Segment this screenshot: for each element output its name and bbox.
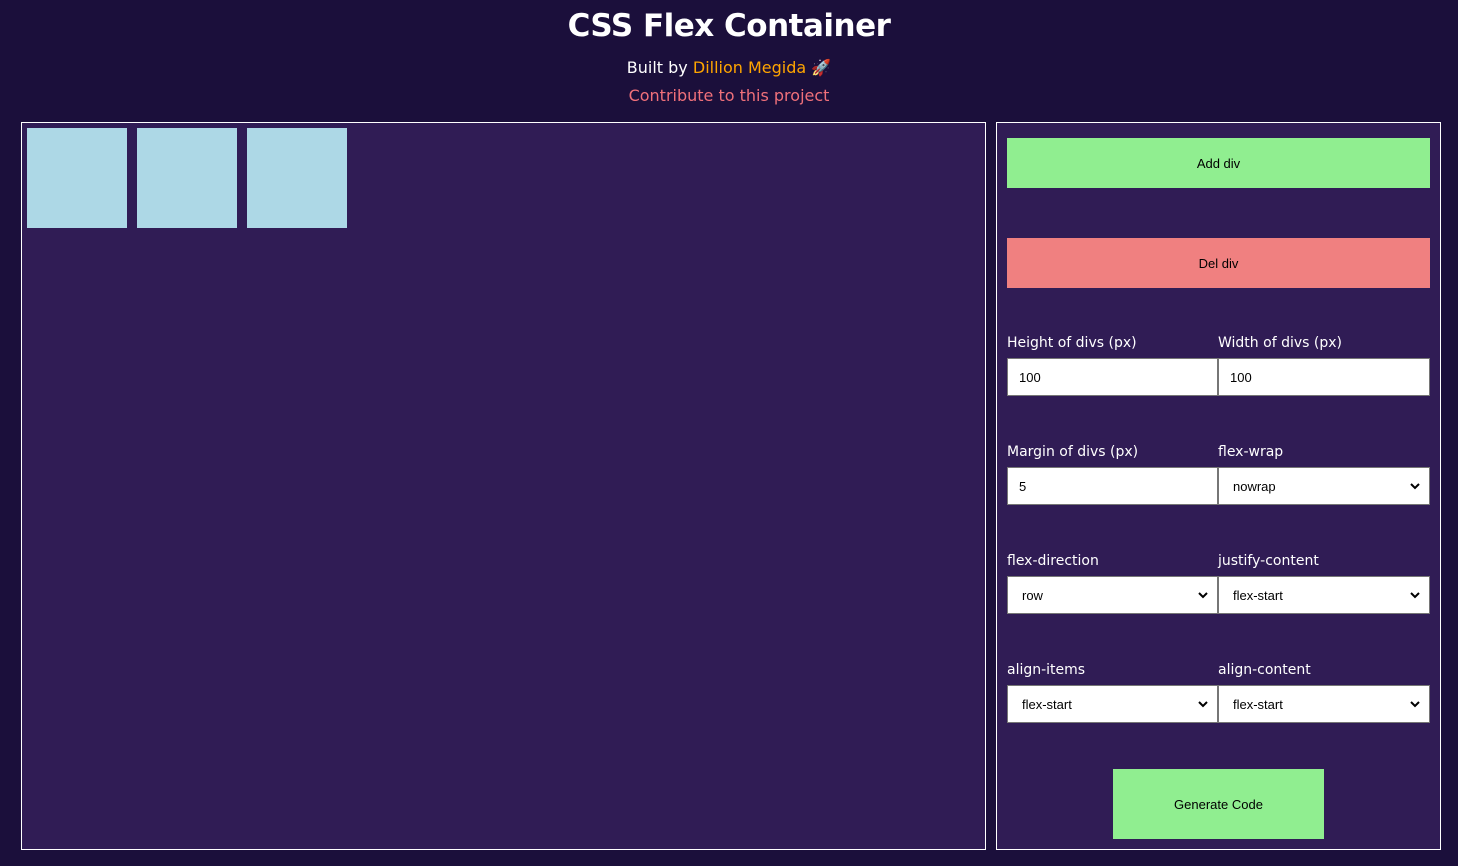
flex-direction-label: flex-direction [1007,553,1099,569]
height-value: 100 [1019,369,1041,385]
flex-direction-value: row [1022,587,1043,603]
width-label: Width of divs (px) [1218,335,1342,351]
chevron-down-icon [1410,701,1420,708]
rocket-icon: 🚀 [811,58,832,77]
page-title: CSS Flex Container [567,8,891,44]
flex-wrap-value: nowrap [1233,478,1276,494]
align-items-value: flex-start [1022,696,1072,712]
height-label: Height of divs (px) [1007,335,1137,351]
height-input[interactable]: 100 [1007,358,1218,396]
author-link[interactable]: Dillion Megida [692,58,807,77]
margin-label: Margin of divs (px) [1007,444,1139,460]
align-items-label: align-items [1007,662,1086,678]
chevron-down-icon [1198,592,1208,599]
justify-content-label: justify-content [1218,553,1319,569]
align-items-select[interactable]: flex-start [1007,685,1218,723]
flex-item [247,128,347,228]
margin-input[interactable]: 5 [1007,467,1218,505]
align-content-label: align-content [1218,662,1311,678]
byline: Built by Dillion Megida 🚀 [0,58,1458,77]
flex-wrap-label: flex-wrap [1218,444,1284,460]
generate-code-button[interactable]: Generate Code [1113,769,1324,839]
flex-wrap-select[interactable]: nowrap [1218,467,1430,505]
justify-content-select[interactable]: flex-start [1218,576,1430,614]
add-div-button[interactable]: Add div [1007,138,1430,188]
flex-item [27,128,127,228]
flex-container-preview [21,122,986,850]
justify-content-value: flex-start [1233,587,1283,603]
align-content-value: flex-start [1233,696,1283,712]
width-value: 100 [1230,369,1252,385]
chevron-down-icon [1410,483,1420,490]
margin-value: 5 [1019,478,1027,494]
width-input[interactable]: 100 [1218,358,1430,396]
flex-direction-select[interactable]: row [1007,576,1218,614]
chevron-down-icon [1410,592,1420,599]
contribute-link[interactable]: Contribute to this project [628,86,830,105]
del-div-button[interactable]: Del div [1007,238,1430,288]
chevron-down-icon [1198,701,1208,708]
align-content-select[interactable]: flex-start [1218,685,1430,723]
built-by-text: Built by [626,58,688,77]
controls-panel: Add div Del div Height of divs (px) Widt… [996,122,1441,850]
flex-item [137,128,237,228]
